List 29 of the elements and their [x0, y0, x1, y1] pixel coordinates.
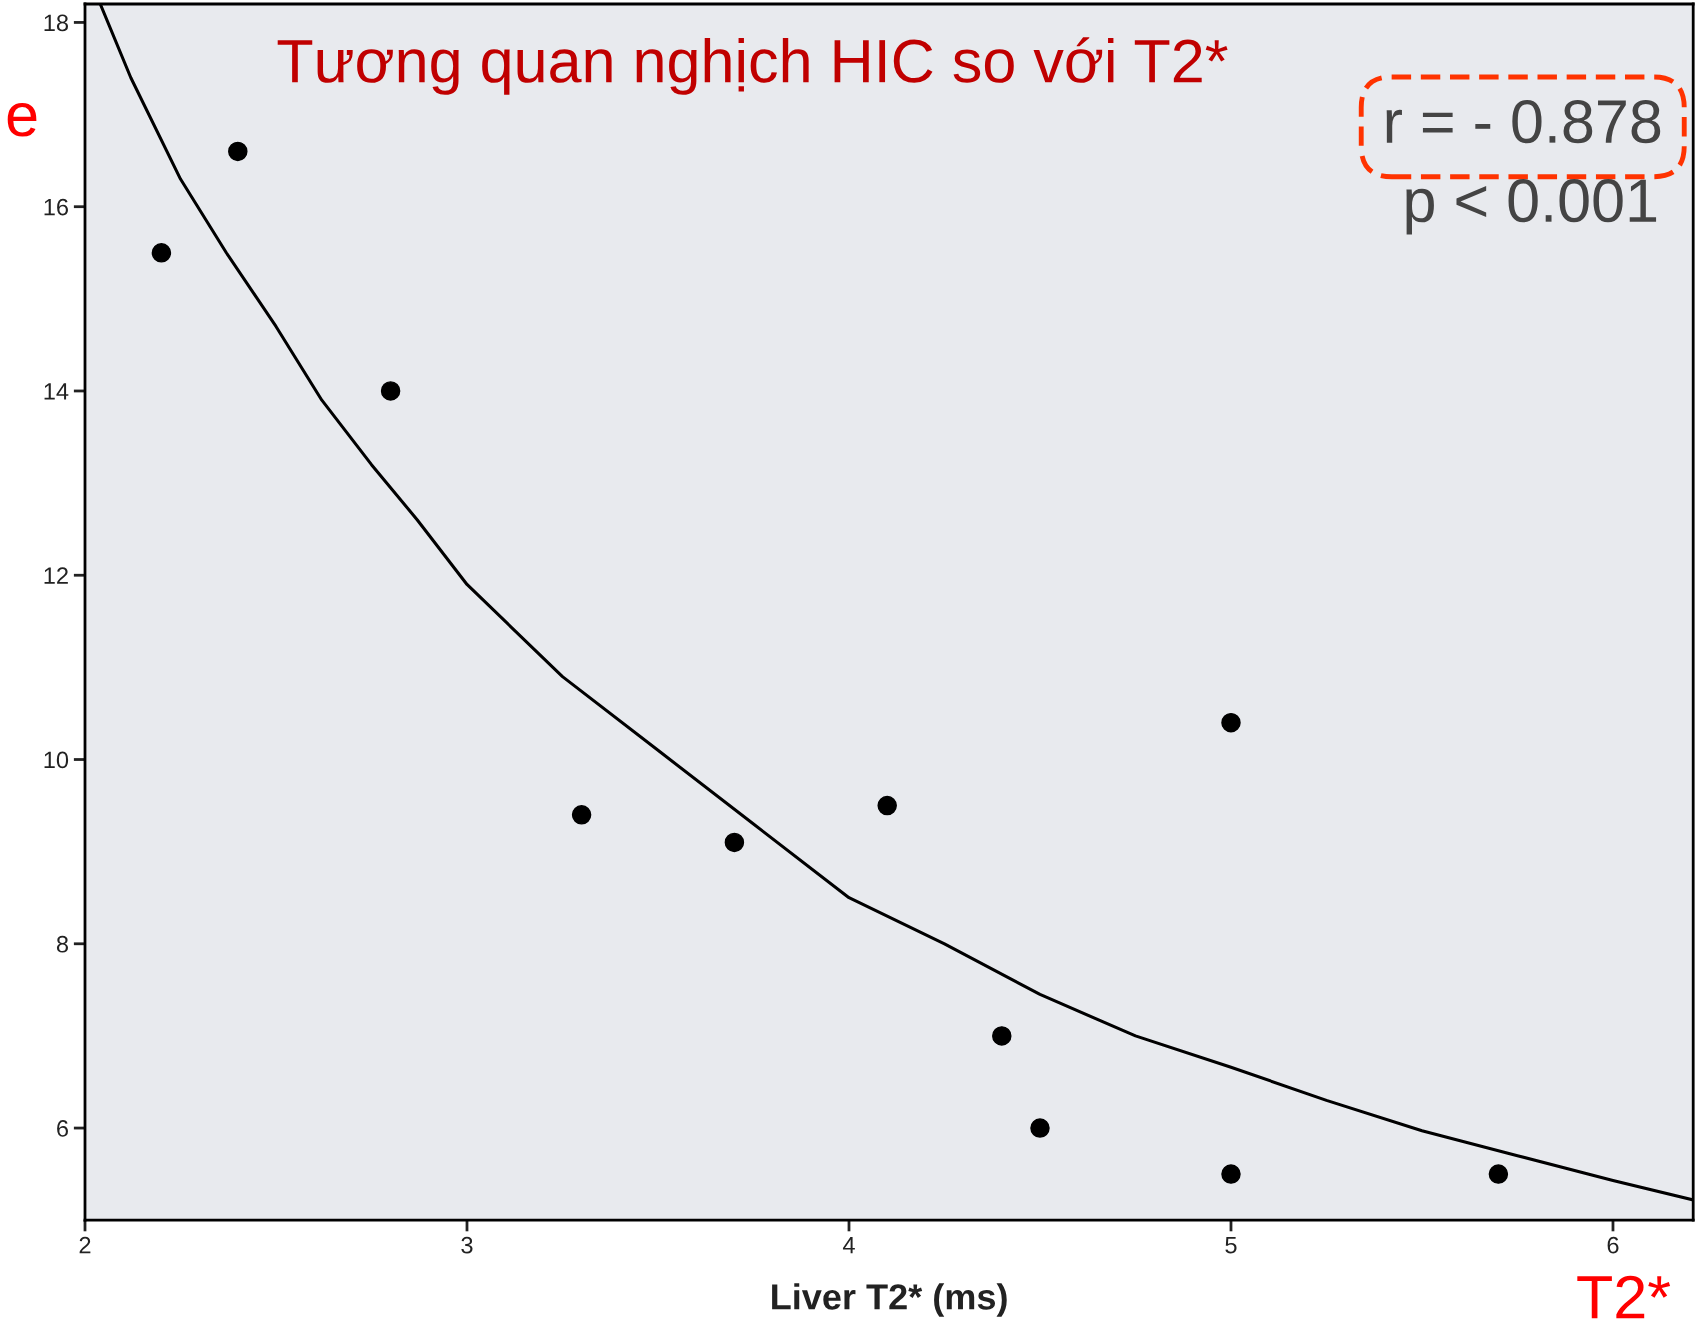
text: Tương quan nghịch HIC so với T2* [277, 37, 1228, 95]
annotation: r = - 0.878 [1386, 99, 1661, 144]
point [571, 805, 592, 825]
y-tick-label: 10 [44, 751, 69, 769]
x-tick-label: 4 [842, 1237, 855, 1254]
x-tick-label: 2 [79, 1236, 91, 1254]
y-tick-label: 6 [57, 1120, 68, 1137]
point [1488, 1164, 1509, 1184]
y-tick-label: 12 [44, 567, 68, 584]
point [1030, 1118, 1050, 1138]
y-tick-label: 14 [44, 383, 69, 400]
text: e [7, 103, 37, 137]
x-axis-title: Liver T2* (ms) [772, 1283, 1007, 1317]
point [228, 141, 248, 162]
point [151, 243, 172, 263]
point [1221, 712, 1241, 733]
x-tick-label: 5 [1225, 1237, 1237, 1254]
text: T2* [1577, 1275, 1671, 1319]
point [380, 381, 401, 401]
annotation: p < 0.001 [1406, 179, 1657, 235]
x-tick-label: 6 [1607, 1236, 1619, 1254]
y-tick-label: 16 [44, 198, 68, 216]
x-tick-label: 3 [461, 1236, 473, 1254]
point [1221, 1164, 1241, 1184]
y-tick-label: 18 [44, 14, 68, 32]
y-tick-label: 8 [56, 935, 68, 953]
point [724, 832, 745, 853]
point [992, 1026, 1012, 1046]
point [877, 795, 897, 816]
